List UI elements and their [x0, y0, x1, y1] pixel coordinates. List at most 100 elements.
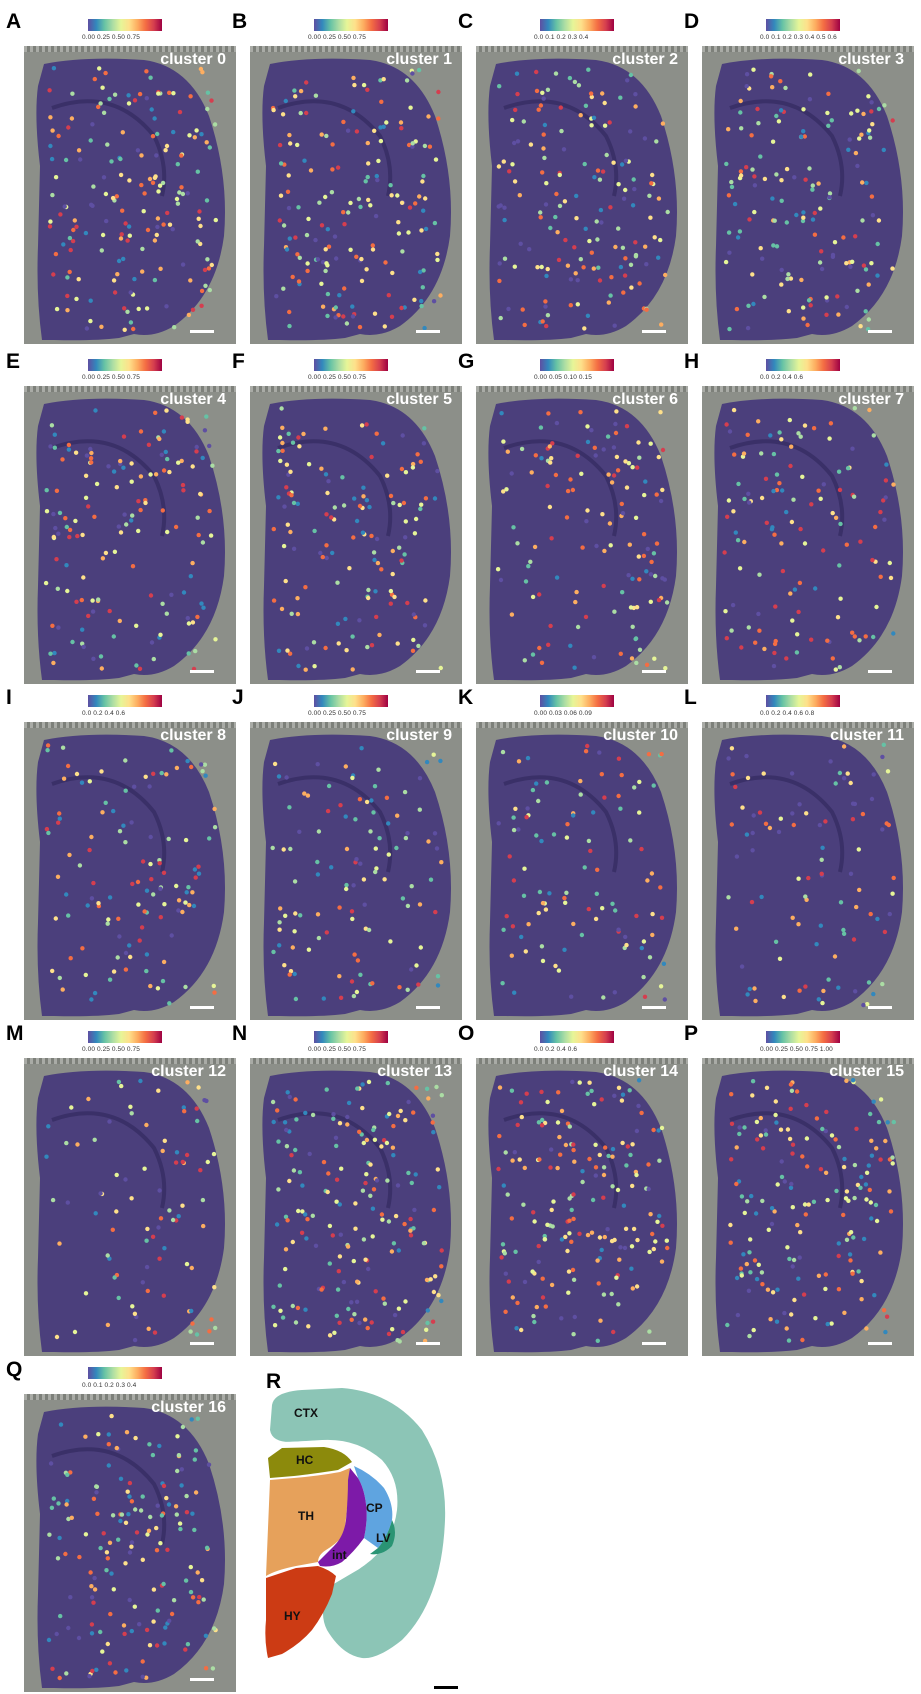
- spot: [651, 1127, 656, 1133]
- spot: [96, 104, 101, 110]
- spot: [601, 1292, 607, 1297]
- spot: [345, 1244, 351, 1249]
- spot: [138, 429, 144, 434]
- spot: [819, 871, 824, 876]
- spot: [167, 222, 173, 227]
- spot: [327, 1223, 333, 1229]
- colorbar: [540, 695, 614, 707]
- spot: [100, 810, 105, 815]
- spot: [112, 549, 118, 554]
- spot: [805, 322, 810, 328]
- spot: [121, 823, 126, 828]
- spot: [798, 434, 803, 439]
- panel-o: O 0.0 0.2 0.4 0.6 cluster 14: [458, 1018, 688, 1358]
- spot: [431, 1130, 436, 1135]
- spot: [505, 449, 510, 454]
- spot: [887, 1189, 892, 1194]
- spot: [544, 181, 549, 186]
- region-lv: [370, 1520, 395, 1555]
- spot: [870, 557, 875, 563]
- spot: [129, 1196, 134, 1201]
- spot: [551, 1199, 556, 1204]
- spot: [826, 123, 831, 128]
- spot: [110, 195, 116, 201]
- spot: [88, 1570, 93, 1575]
- spot: [763, 821, 769, 826]
- spot: [283, 913, 288, 918]
- spot: [57, 1675, 62, 1681]
- spot: [133, 1507, 138, 1512]
- spot: [818, 206, 823, 211]
- spot: [145, 1226, 150, 1232]
- spot: [771, 451, 777, 457]
- spot: [65, 763, 71, 769]
- spot: [546, 642, 551, 647]
- spot: [161, 1293, 166, 1298]
- spot: [540, 900, 546, 906]
- spot: [400, 896, 406, 901]
- spot: [103, 191, 109, 197]
- spot: [785, 276, 790, 282]
- panel-letter: K: [458, 686, 474, 709]
- spot: [60, 745, 66, 750]
- spot: [105, 1641, 111, 1647]
- spot: [381, 77, 386, 82]
- spot: [58, 212, 63, 217]
- spot: [628, 838, 633, 843]
- spot: [180, 909, 185, 915]
- brain-section: [36, 734, 226, 1017]
- spot: [44, 509, 50, 514]
- spot: [547, 891, 552, 896]
- spot: [293, 1320, 299, 1325]
- spot: [159, 770, 164, 776]
- spot: [149, 640, 155, 645]
- spot: [357, 503, 363, 509]
- spot: [382, 324, 387, 329]
- spot: [830, 510, 835, 516]
- spot: [140, 1659, 145, 1664]
- spot: [180, 1203, 185, 1208]
- spot: [179, 1467, 184, 1472]
- expression-spots: [47, 66, 218, 332]
- spot: [729, 746, 735, 751]
- spot: [100, 232, 106, 238]
- spot: [811, 1199, 817, 1204]
- spot: [336, 1269, 341, 1274]
- tissue-image: cluster 7: [702, 386, 914, 684]
- spot: [656, 196, 662, 201]
- spot: [107, 608, 112, 614]
- spot: [766, 1227, 771, 1232]
- spot: [413, 1172, 418, 1177]
- tissue-image: cluster 11: [702, 722, 914, 1020]
- spot: [613, 430, 619, 436]
- spot: [775, 1182, 780, 1187]
- spot: [293, 911, 298, 916]
- spot: [140, 1674, 145, 1679]
- spot: [386, 1331, 392, 1337]
- spot: [366, 1266, 371, 1272]
- spot: [137, 1622, 142, 1627]
- spot: [641, 532, 647, 537]
- brain-section: [714, 58, 903, 341]
- spot: [176, 898, 182, 903]
- spot: [180, 482, 186, 488]
- spot: [58, 1422, 64, 1427]
- spot: [359, 746, 364, 751]
- spot: [107, 96, 112, 102]
- spot: [154, 1548, 160, 1553]
- spot: [174, 765, 180, 771]
- spot: [140, 1494, 145, 1499]
- panel-letter: I: [6, 686, 12, 709]
- scale-bar: [642, 1006, 666, 1009]
- cluster-label: cluster 13: [377, 1063, 452, 1080]
- spot: [402, 789, 408, 795]
- spot: [207, 287, 212, 293]
- spot: [521, 1202, 526, 1207]
- spot: [144, 888, 150, 893]
- spot: [199, 132, 204, 137]
- spot: [391, 1123, 396, 1129]
- spot: [803, 894, 808, 899]
- spot: [571, 1277, 577, 1282]
- spot: [723, 609, 728, 614]
- spot: [630, 203, 636, 208]
